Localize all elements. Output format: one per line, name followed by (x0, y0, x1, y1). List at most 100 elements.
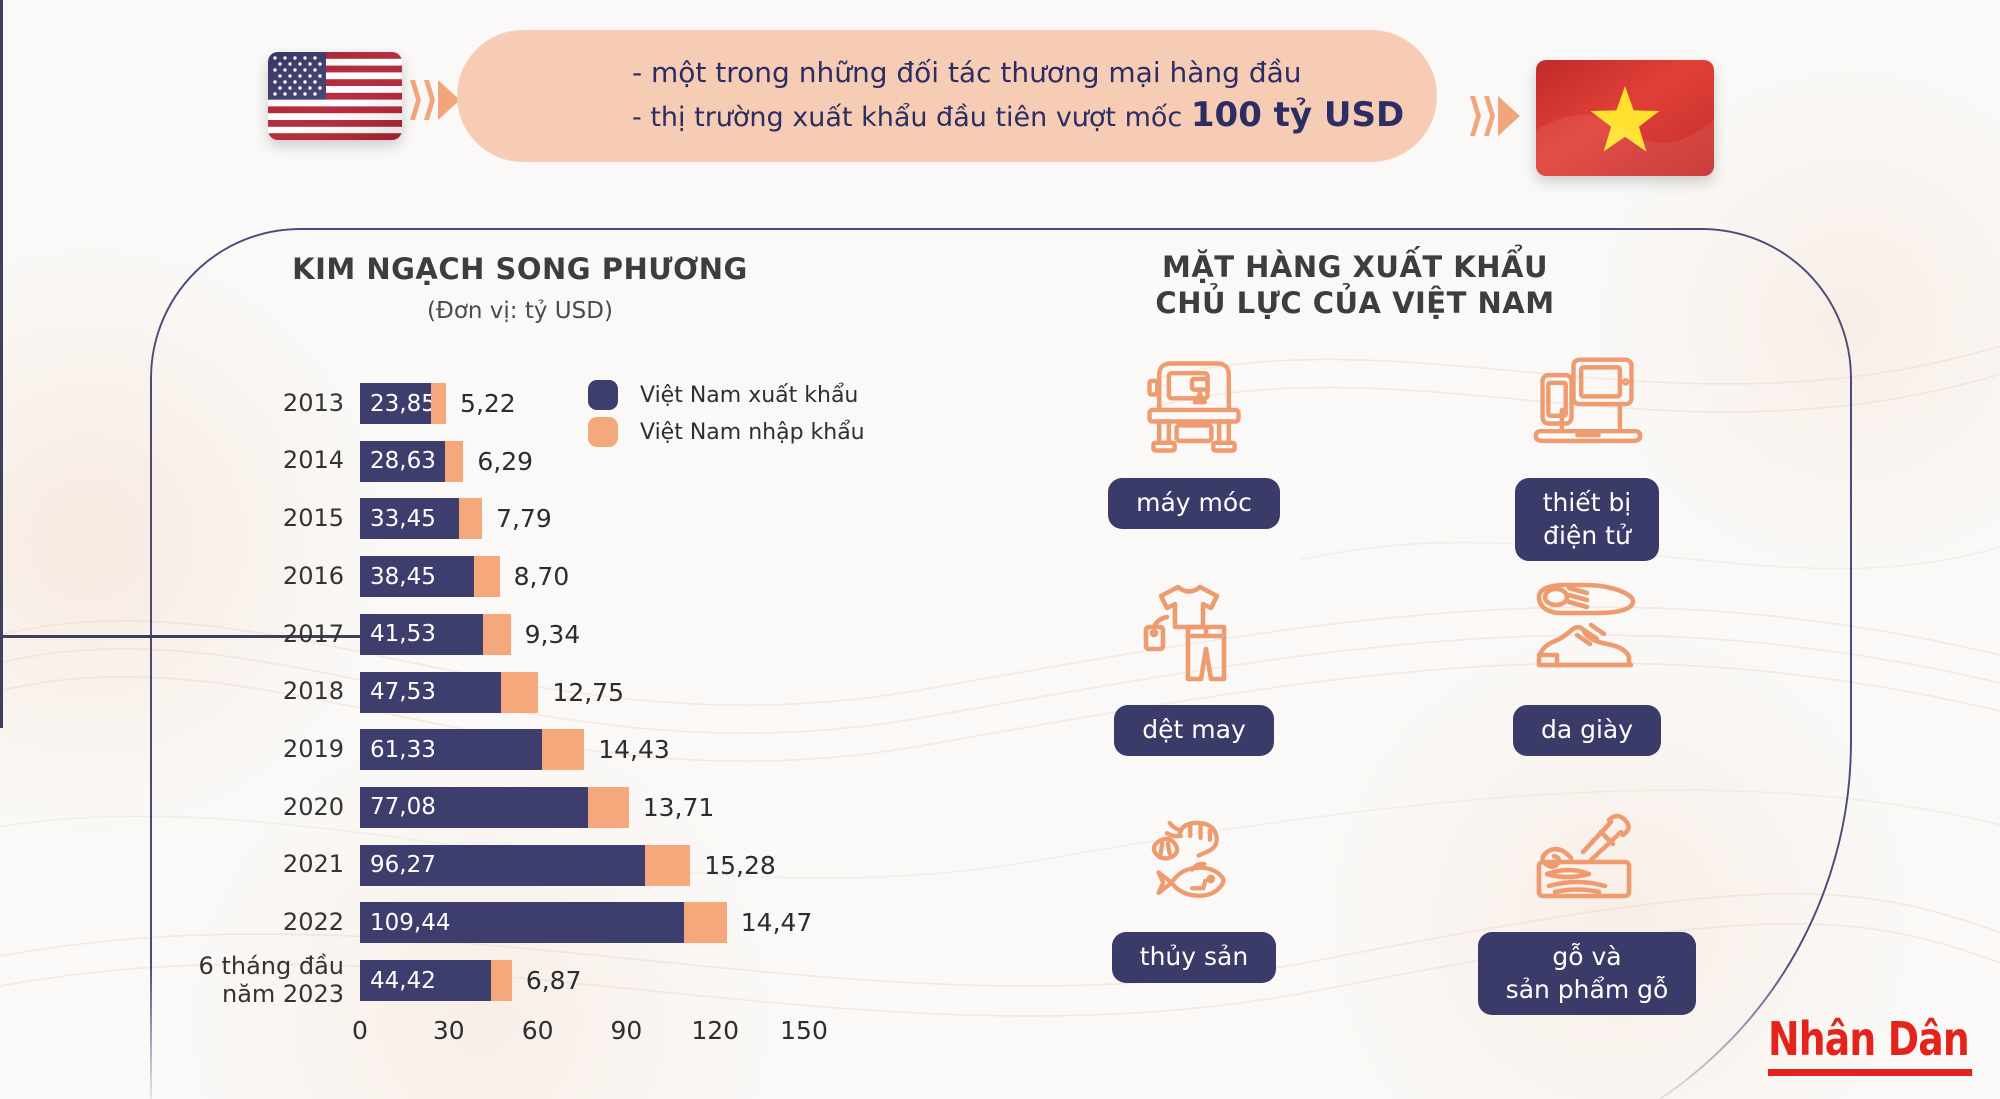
import-bar-segment (482, 613, 511, 655)
category-label: 2015 (282, 504, 344, 533)
export-value-label: 109,44 (370, 909, 451, 936)
export-bar-segment: 96,27 (360, 844, 645, 886)
electronics-icon (1524, 348, 1650, 466)
import-value-label: 12,75 (552, 677, 624, 707)
seafood-icon (1135, 802, 1253, 920)
export-bar-segment: 47,53 (360, 671, 501, 713)
footwear-icon (1524, 575, 1650, 693)
legend-swatch (588, 380, 618, 410)
import-value-label: 13,71 (642, 792, 715, 822)
import-bar-segment (588, 786, 629, 828)
us-flag-image (268, 52, 402, 140)
import-bar-segment (541, 729, 585, 771)
export-value-label: 77,08 (370, 794, 436, 821)
import-value-label: 8,70 (513, 562, 570, 592)
category-label: 2014 (282, 446, 344, 475)
export-bar-segment: 61,33 (360, 729, 542, 771)
content-outline (150, 228, 1852, 1099)
import-bar-segment (459, 498, 483, 540)
export-value-label: 47,53 (370, 679, 436, 705)
legend-item: Việt Nam xuất khẩu (588, 380, 865, 410)
export-item-seafood: thủy sản (1054, 802, 1334, 983)
export-bar-segment: 44,42 (360, 960, 492, 1001)
export-item-electronics: thiết bị điện tử (1447, 348, 1727, 561)
category-label: 2020 (282, 792, 344, 821)
import-value-label: 5,22 (460, 389, 516, 418)
import-bar-segment (491, 960, 512, 1001)
import-value-label: 14,43 (598, 735, 670, 765)
x-axis-tick (0, 683, 3, 698)
vietnam-flag-image (1536, 60, 1714, 176)
brand-logo: Nhân Dân (1768, 1012, 1973, 1076)
x-axis-tick (0, 698, 3, 713)
import-value-label: 6,29 (477, 446, 534, 476)
export-bar-segment: 41,53 (360, 613, 483, 655)
export-bar-segment: 109,44 (360, 902, 684, 944)
category-label: 2019 (282, 734, 344, 763)
x-axis-tick (0, 713, 3, 728)
arrow-us-to-banner-icon (410, 80, 460, 120)
export-bar-segment: 23,85 (360, 383, 436, 424)
export-item-textiles: dệt may (1054, 575, 1334, 756)
x-tick-label: 90 (610, 1016, 643, 1045)
category-label: 6 tháng đầu năm 2023 (198, 951, 344, 1008)
export-label-textiles: dệt may (1114, 705, 1274, 756)
legend-item: Việt Nam nhập khẩu (588, 417, 865, 447)
chart-subtitle: (Đơn vị: tỷ USD) (427, 298, 613, 324)
export-value-label: 96,27 (370, 852, 436, 879)
x-axis-tick (0, 653, 3, 668)
banner-line2: - thị trường xuất khẩu đầu tiên vượt mốc… (632, 94, 1405, 135)
export-label-wood: gỗ và sản phẩm gỗ (1477, 932, 1697, 1015)
category-label: 2017 (282, 619, 344, 648)
import-bar-segment (644, 844, 691, 886)
x-tick-label: 150 (780, 1016, 828, 1045)
x-axis-tick (0, 668, 3, 683)
chart-legend: Việt Nam xuất khẩu Việt Nam nhập khẩu (588, 380, 865, 447)
x-axis-tick (0, 638, 3, 653)
export-item-wood: gỗ và sản phẩm gỗ (1447, 802, 1727, 1015)
category-label: 2018 (282, 677, 344, 706)
export-bar-segment: 33,45 (360, 498, 459, 540)
export-value-label: 38,45 (370, 563, 436, 590)
import-value-label: 15,28 (704, 850, 776, 880)
export-value-label: 33,45 (370, 505, 436, 532)
category-label: 2021 (282, 850, 344, 879)
legend-label: Việt Nam xuất khẩu (640, 382, 859, 408)
exports-title: MẶT HÀNG XUẤT KHẨU CHỦ LỰC CỦA VIỆT NAM (1155, 250, 1555, 320)
export-value-label: 28,63 (370, 448, 436, 475)
category-label: 2016 (282, 561, 344, 590)
import-bar-segment (500, 671, 539, 713)
x-tick-label: 120 (691, 1016, 740, 1045)
wood-products-icon (1524, 802, 1650, 920)
import-value-label: 6,87 (525, 966, 582, 995)
export-label-seafood: thủy sản (1111, 932, 1277, 983)
export-item-footwear: da giày (1447, 575, 1727, 756)
import-value-label: 9,34 (524, 619, 581, 649)
export-value-label: 41,53 (370, 621, 436, 648)
chart-title: KIM NGẠCH SONG PHƯƠNG (292, 252, 748, 286)
export-value-label: 44,42 (370, 967, 436, 994)
machinery-icon (1136, 348, 1252, 466)
category-label: 2022 (282, 908, 344, 936)
x-axis-line (0, 635, 450, 638)
textiles-icon (1134, 575, 1254, 693)
export-label-machinery: máy móc (1108, 478, 1280, 529)
banner-pill: - một trong những đối tác thương mại hàn… (457, 30, 1437, 162)
category-label: 2013 (282, 388, 344, 417)
import-bar-segment (444, 440, 464, 482)
export-label-footwear: da giày (1512, 705, 1662, 756)
import-bar-segment (430, 383, 447, 424)
import-value-label: 14,47 (740, 908, 813, 938)
export-item-machinery: máy móc (1054, 348, 1334, 529)
export-bar-segment: 28,63 (360, 440, 445, 482)
export-bar-segment: 77,08 (360, 786, 589, 828)
x-tick-label: 0 (352, 1016, 368, 1045)
banner-highlight: 100 tỷ USD (1190, 94, 1405, 135)
x-tick-label: 60 (521, 1016, 554, 1045)
export-bar-segment: 38,45 (360, 556, 474, 598)
y-axis-line (0, 0, 3, 635)
export-label-electronics: thiết bị điện tử (1514, 478, 1660, 561)
banner-line1: - một trong những đối tác thương mại hàn… (632, 56, 1302, 90)
